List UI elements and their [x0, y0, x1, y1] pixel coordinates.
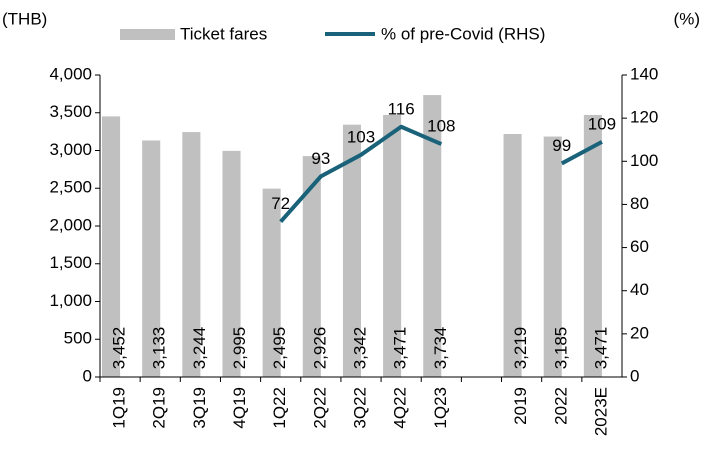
- line-value-label: 116: [388, 99, 415, 118]
- bar-value-label: 3,133: [150, 327, 169, 370]
- line-value-label: 72: [271, 194, 290, 213]
- bar: [423, 95, 442, 377]
- x-tick-label: 1Q23: [431, 387, 450, 429]
- x-tick-label: 4Q19: [230, 387, 249, 429]
- x-tick-label: 3Q19: [190, 387, 209, 429]
- y2-unit-label: (%): [674, 9, 700, 28]
- y-tick-label: 3,000: [49, 140, 92, 159]
- bar-value-label: 3,185: [551, 327, 570, 370]
- bar: [182, 132, 201, 377]
- bar: [262, 188, 281, 377]
- y2-tick-label: 120: [630, 108, 658, 127]
- bar: [583, 114, 602, 377]
- x-tick-label: 2Q19: [150, 387, 169, 429]
- y-tick-label: 2,000: [49, 215, 92, 234]
- line-value-label: 108: [427, 117, 455, 136]
- bar: [543, 136, 562, 377]
- bar-value-label: 3,471: [591, 327, 610, 370]
- bar: [222, 150, 241, 377]
- y-tick-label: 0: [83, 366, 92, 385]
- y-tick-label: 1,500: [49, 253, 92, 272]
- x-tick-label: 2022: [551, 387, 570, 425]
- line-value-label: 93: [311, 149, 330, 168]
- bar: [102, 116, 121, 378]
- y2-tick-label: 20: [630, 323, 649, 342]
- x-tick-label: 1Q19: [110, 387, 129, 429]
- x-tick-label: 4Q22: [391, 387, 410, 429]
- legend-label: Ticket fares: [180, 24, 267, 43]
- bar: [302, 156, 321, 377]
- line-value-label: 99: [552, 136, 571, 155]
- y2-tick-label: 100: [630, 151, 658, 170]
- bar-value-label: 3,244: [190, 327, 209, 370]
- bar: [342, 124, 361, 377]
- y-tick-label: 3,500: [49, 102, 92, 121]
- y-tick-label: 2,500: [49, 178, 92, 197]
- line-value-label: 103: [347, 127, 375, 146]
- bar-value-label: 3,342: [350, 327, 369, 370]
- legend-swatch: [120, 29, 175, 40]
- bar-value-label: 3,471: [391, 327, 410, 370]
- line-value-label: 109: [588, 114, 616, 133]
- bar-value-label: 3,219: [511, 327, 530, 370]
- y2-tick-label: 40: [630, 280, 649, 299]
- bar-value-label: 2,495: [270, 327, 289, 370]
- y-unit-label: (THB): [2, 9, 47, 28]
- x-tick-label: 3Q22: [350, 387, 369, 429]
- x-tick-label: 2019: [511, 387, 530, 425]
- bar-value-label: 2,995: [230, 327, 249, 370]
- legend-label: % of pre-Covid (RHS): [381, 24, 545, 43]
- x-tick-label: 1Q22: [270, 387, 289, 429]
- y2-tick-label: 140: [630, 64, 658, 83]
- y-tick-label: 4,000: [49, 64, 92, 83]
- y2-tick-label: 0: [630, 366, 639, 385]
- bar: [383, 114, 402, 377]
- line: [279, 124, 603, 224]
- bar: [503, 133, 522, 377]
- y-tick-label: 1,000: [49, 291, 92, 310]
- x-tick-label: 2023E: [591, 387, 610, 436]
- bar-value-label: 3,452: [110, 327, 129, 370]
- y2-tick-label: 60: [630, 237, 649, 256]
- bar-value-label: 3,734: [431, 327, 450, 370]
- bar-value-label: 2,926: [310, 327, 329, 370]
- y-tick-label: 500: [64, 329, 92, 348]
- y2-tick-label: 80: [630, 194, 649, 213]
- bar: [142, 140, 161, 377]
- x-tick-label: 2Q22: [310, 387, 329, 429]
